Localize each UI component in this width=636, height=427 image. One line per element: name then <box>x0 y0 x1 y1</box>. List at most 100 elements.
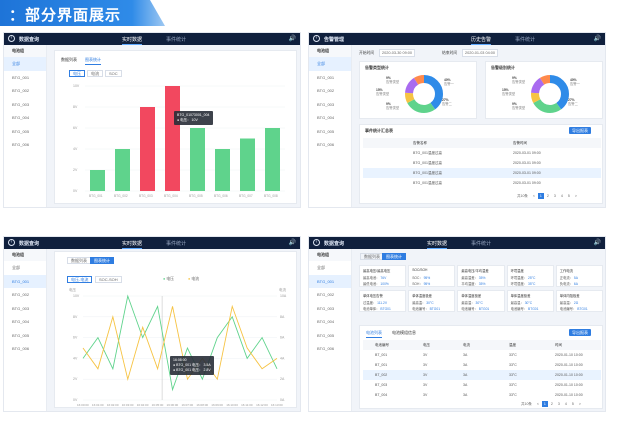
subtab-list[interactable]: 数据列表 <box>360 253 384 260</box>
back-icon[interactable]: ‹ <box>8 35 15 42</box>
table-row[interactable]: BT_002 3V 3A 33°C 2020-01-10 10:00 <box>363 370 601 380</box>
sidebar-item-btg[interactable]: BTG_001 <box>12 74 30 80</box>
bar[interactable] <box>240 138 255 192</box>
export-button[interactable]: 导出报表 <box>569 329 591 336</box>
table-cell: BTG_001温度过高 <box>413 171 442 175</box>
page-button[interactable]: 1 <box>537 193 544 199</box>
page-button[interactable]: 4 <box>564 402 567 406</box>
subtab-chart[interactable]: 图表统计 <box>85 57 101 65</box>
bar[interactable] <box>265 128 280 191</box>
next-page-button[interactable]: > <box>574 194 577 198</box>
bar[interactable] <box>165 86 180 191</box>
page-button[interactable]: 3 <box>553 194 556 198</box>
table-row[interactable]: BTG_001温度过高 2020-03-01 09:00 <box>363 148 601 158</box>
sidebar-item-btg[interactable]: BTG_001 <box>317 74 335 80</box>
sidebar-item-btg[interactable]: BTG_003 <box>317 305 335 311</box>
tab-realtime[interactable]: 实时数据 <box>427 241 448 249</box>
tab-events[interactable]: 事件统计 <box>515 37 536 43</box>
tab-events[interactable]: 事件统计 <box>166 241 187 247</box>
table-row[interactable]: BTG_001温度过高 2020-03-01 09:00 <box>363 178 601 188</box>
pill-soc[interactable]: SOC <box>105 70 122 77</box>
table-row[interactable]: BTG_001温度过高 2020-03-01 09:00 <box>363 158 601 168</box>
pill-voltage[interactable]: 电压 <box>69 70 85 77</box>
table-row[interactable]: BT_003 3V 3A 33°C 2020-01-10 10:00 <box>363 380 601 390</box>
pill-voltage-current[interactable]: 电压-电流 <box>67 276 93 283</box>
bar[interactable] <box>140 107 155 191</box>
bar[interactable] <box>115 149 130 191</box>
speaker-icon[interactable]: 🔊 <box>288 240 296 246</box>
donut-slice[interactable] <box>531 75 569 113</box>
subtab-list[interactable]: 数据列表 <box>61 57 77 62</box>
prev-page-button[interactable]: < <box>532 194 535 198</box>
sidebar-item-btg[interactable]: BTG_005 <box>317 332 335 338</box>
bar[interactable] <box>90 170 105 191</box>
donut-slice[interactable] <box>405 75 443 113</box>
table-row[interactable]: BT_004 3V 3A 33°C 2020-01-10 10:00 <box>363 390 601 400</box>
donut-slice[interactable] <box>531 75 569 113</box>
table-row[interactable]: BTG_001温度过高 2020-03-01 09:00 <box>363 168 601 178</box>
sidebar-item-btg[interactable]: BTG_002 <box>12 88 30 93</box>
sidebar-item-btg[interactable]: BTG_003 <box>12 101 30 107</box>
next-page-button[interactable]: > <box>578 402 581 406</box>
back-icon[interactable]: ‹ <box>8 239 15 246</box>
sidebar-item-btg[interactable]: BTG_005 <box>317 128 335 134</box>
sidebar-item-btg[interactable]: BTG_004 <box>317 319 335 324</box>
speaker-icon[interactable]: 🔊 <box>288 36 296 42</box>
sidebar-item-btg[interactable]: BTG_005 <box>12 128 30 134</box>
tab-battery-list[interactable]: 电池列表 <box>366 330 382 338</box>
sidebar-item-all[interactable]: 全部 <box>317 265 325 270</box>
sidebar-item-btg[interactable]: BTG_005 <box>12 332 30 338</box>
sidebar-item-btg[interactable]: BTG_002 <box>12 292 30 297</box>
page-button[interactable]: 5 <box>571 402 574 406</box>
tab-realtime[interactable]: 实时数据 <box>122 241 143 249</box>
tab-events[interactable]: 事件统计 <box>471 241 492 247</box>
sidebar-item-all[interactable]: 全部 <box>12 265 20 270</box>
sidebar-item-btg[interactable]: BTG_002 <box>317 88 335 93</box>
table-row[interactable]: BT_001 3V 3A 33°C 2020-01-10 10:00 <box>363 360 601 370</box>
back-icon[interactable]: ‹ <box>313 35 320 42</box>
sidebar-item-btg[interactable]: BTG_006 <box>12 142 30 147</box>
tab-events[interactable]: 事件统计 <box>166 37 187 43</box>
back-icon[interactable]: ‹ <box>313 239 320 246</box>
sidebar-item-btg[interactable]: BTG_001 <box>4 274 46 288</box>
donut-slice[interactable] <box>405 75 443 113</box>
export-button[interactable]: 导出报表 <box>569 127 591 134</box>
page-button[interactable]: 5 <box>567 194 570 198</box>
speaker-icon[interactable]: 🔊 <box>593 240 601 246</box>
donut-slice[interactable] <box>531 75 569 113</box>
tab-history-alarm[interactable]: 历史告警 <box>471 37 492 45</box>
bar[interactable] <box>190 128 205 191</box>
pill-current[interactable]: 电流 <box>87 70 103 77</box>
sidebar-item-btg[interactable]: BTG_001 <box>309 274 351 288</box>
table-row[interactable]: BT_001 3V 3A 33°C 2020-01-10 10:00 <box>363 350 601 360</box>
tab-realtime[interactable]: 实时数据 <box>122 37 143 45</box>
subtab-chart[interactable]: 图表统计 <box>90 257 114 264</box>
subtab-chart[interactable]: 图表统计 <box>382 253 406 260</box>
donut-slice[interactable] <box>405 75 443 113</box>
sidebar-item-btg[interactable]: BTG_004 <box>317 115 335 120</box>
sidebar-item-all[interactable]: 全部 <box>4 57 46 71</box>
sidebar-item-btg[interactable]: BTG_004 <box>12 319 30 324</box>
end-time-input[interactable]: 2020-01-03 04:00 <box>462 49 498 57</box>
start-time-input[interactable]: 2020-03-30 09:00 <box>379 49 415 57</box>
page-button[interactable]: 2 <box>550 402 553 406</box>
metric-key: 平均温度： <box>461 282 478 286</box>
sidebar-item-btg[interactable]: BTG_003 <box>317 101 335 107</box>
pill-soc-soh[interactable]: SOC-SOH <box>95 276 122 283</box>
page-button[interactable]: 1 <box>541 401 548 407</box>
sidebar-item-btg[interactable]: BTG_004 <box>12 115 30 120</box>
sidebar-item-all[interactable]: 全部 <box>309 57 351 71</box>
sidebar-item-btg[interactable]: BTG_002 <box>317 292 335 297</box>
sidebar-item-btg[interactable]: BTG_006 <box>317 346 335 351</box>
page-button[interactable]: 3 <box>557 402 560 406</box>
bar[interactable] <box>215 149 230 191</box>
sidebar-item-btg[interactable]: BTG_006 <box>12 346 30 351</box>
sidebar-item-btg[interactable]: BTG_006 <box>317 142 335 147</box>
prev-page-button[interactable]: < <box>536 402 539 406</box>
page-button[interactable]: 2 <box>546 194 549 198</box>
tab-module-info[interactable]: 电池模组信息 <box>392 330 416 335</box>
speaker-icon[interactable]: 🔊 <box>593 36 601 42</box>
table-header: 电池编号 电压 电流 温度 时间 <box>363 340 601 350</box>
sidebar-item-btg[interactable]: BTG_003 <box>12 305 30 311</box>
page-button[interactable]: 4 <box>560 194 563 198</box>
